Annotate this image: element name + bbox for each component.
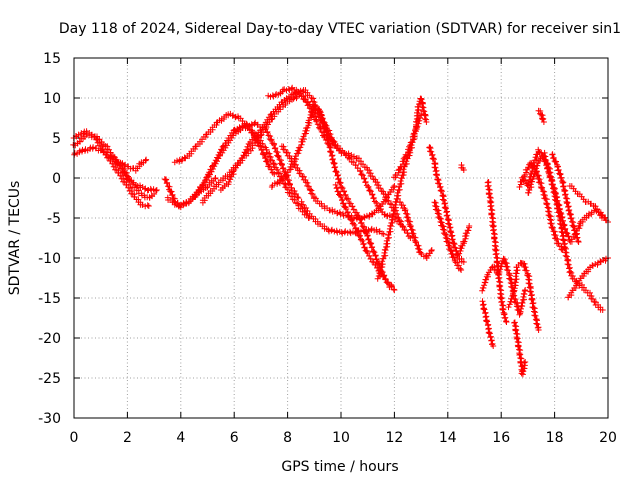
x-tick-label: 10 [332,430,350,446]
series-track-ae [566,183,611,225]
y-tick-label: -30 [38,411,61,427]
y-tick-label: -20 [38,331,61,347]
x-tick-label: 16 [492,430,510,446]
series-track-ad [535,107,547,125]
x-tick-label: 12 [385,430,403,446]
y-axis-label: SDTVAR / TECUs [7,181,23,296]
series-track-d [111,154,158,201]
x-tick-label: 4 [176,430,185,446]
chart-title: Day 118 of 2024, Sidereal Day-to-day VTE… [59,21,621,37]
series-track-h [190,119,302,201]
y-tick-label: 5 [52,131,61,147]
series-track-u [454,223,473,257]
y-tick-label: -15 [38,291,61,307]
series-track-af [565,255,611,301]
series-track-t [431,199,465,273]
series-track-ag [516,160,566,253]
series-track-k [265,84,334,149]
x-tick-label: 6 [230,430,239,446]
series-track-q [396,199,435,261]
series-track-x [484,179,510,325]
x-tick-label: 0 [70,430,79,446]
x-tick-label: 8 [283,430,292,446]
y-tick-label: 15 [43,51,61,67]
series-track-ah [549,151,582,245]
series-track-s [426,144,467,265]
series-track-aa [511,319,529,378]
y-tick-label: -5 [47,211,61,227]
series-track-y [479,298,497,349]
y-tick-label: -25 [38,371,61,387]
x-axis-label: GPS time / hours [281,459,398,475]
series-track-n [298,198,387,237]
series-track-o [332,181,395,289]
y-tick-label: 0 [52,171,61,187]
x-tick-label: 18 [546,430,564,446]
series-track-z [505,259,542,333]
axis-ticks: 0 2 4 6 8 10 12 14 16 18 20 -30 -25 -20 -15 -10 -5 0 5 10 15 [38,51,617,446]
data-series [70,84,611,378]
series-track-m [278,143,398,223]
x-tick-label: 14 [439,430,457,446]
y-tick-label: 10 [43,91,61,107]
grid [74,58,608,418]
x-tick-label: 2 [123,430,132,446]
series-track-v [458,162,467,173]
x-tick-label: 20 [599,430,617,446]
series-track-r [391,111,425,181]
plot-frame [73,57,609,419]
y-tick-label: -10 [38,251,61,267]
